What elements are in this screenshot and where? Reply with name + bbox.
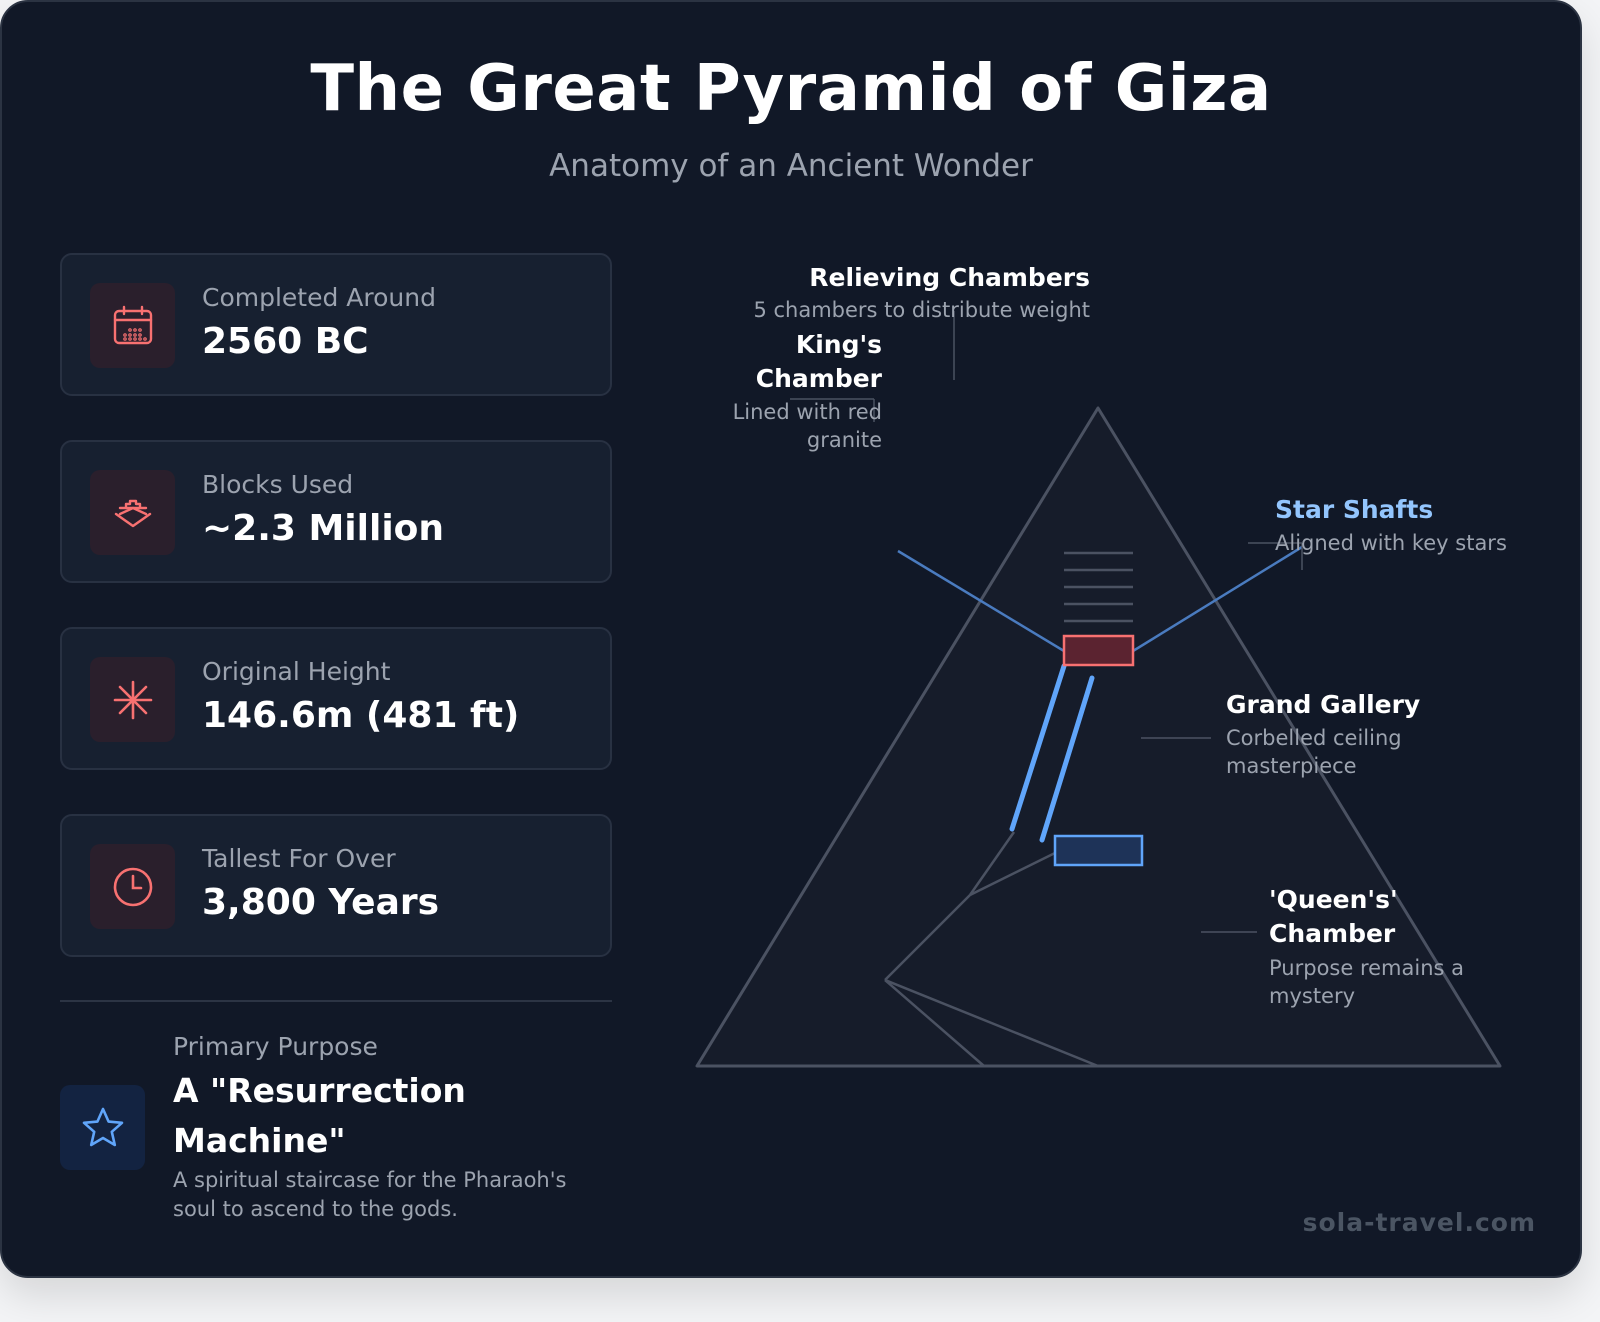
star-shafts-title: Star Shafts <box>1275 495 1434 524</box>
pyramid-outline <box>695 406 1502 1068</box>
queens-chamber-desc: Purpose remains a mystery <box>1269 956 1464 1008</box>
stat-label: Completed Around <box>202 283 436 312</box>
stat-card-completed: Completed Around 2560 BC <box>60 253 612 396</box>
relieving-chambers-title: Relieving Chambers <box>809 263 1090 292</box>
grand-gallery-desc: Corbelled ceiling masterpiece <box>1226 726 1402 778</box>
kings-chamber <box>1062 634 1135 667</box>
stat-card-tallest: Tallest For Over 3,800 Years <box>60 814 612 957</box>
stat-card-height: Original Height 146.6m (481 ft) <box>60 627 612 770</box>
purpose-title: A "Resurrection Machine" <box>173 1071 466 1160</box>
star-shafts-desc: Aligned with key stars <box>1275 531 1507 555</box>
clock-icon <box>90 844 175 929</box>
stat-label: Tallest For Over <box>202 844 396 873</box>
star-shafts <box>897 545 1303 653</box>
stat-value: 146.6m (481 ft) <box>202 695 520 736</box>
grand-gallery-title: Grand Gallery <box>1226 690 1421 719</box>
stat-card-blocks: Blocks Used ~2.3 Million <box>60 440 612 583</box>
block-icon <box>90 470 175 555</box>
queens-chamber <box>1053 834 1144 867</box>
passages <box>884 831 1099 1068</box>
stat-label: Blocks Used <box>202 470 354 499</box>
relieving-chambers-lines <box>1064 551 1133 623</box>
page-subtitle: Anatomy of an Ancient Wonder <box>549 148 1033 184</box>
stat-value: 2560 BC <box>202 321 369 362</box>
infographic-card: The Great Pyramid of Giza Anatomy of an … <box>0 0 1582 1278</box>
calendar-icon <box>90 283 175 368</box>
stat-value: ~2.3 Million <box>202 508 445 549</box>
purpose-label: Primary Purpose <box>173 1032 378 1061</box>
grand-gallery <box>1009 663 1095 843</box>
divider <box>60 1000 612 1002</box>
star-icon <box>60 1085 145 1170</box>
stat-label: Original Height <box>202 657 391 686</box>
pyramid-diagram <box>695 311 1502 1068</box>
page-title: The Great Pyramid of Giza <box>310 52 1272 126</box>
footer-brand: sola-travel.com <box>1302 1208 1536 1237</box>
relieving-chambers-desc: 5 chambers to distribute weight <box>753 298 1090 322</box>
stat-value: 3,800 Years <box>202 882 440 923</box>
kings-chamber-title: King's Chamber <box>755 330 882 393</box>
height-icon <box>90 657 175 742</box>
leader-lines <box>790 311 1303 933</box>
queens-chamber-title: 'Queen's' Chamber <box>1269 885 1398 948</box>
purpose-description: A spiritual staircase for the Pharaoh's … <box>173 1168 567 1221</box>
kings-chamber-desc: Lined with red granite <box>732 400 882 452</box>
